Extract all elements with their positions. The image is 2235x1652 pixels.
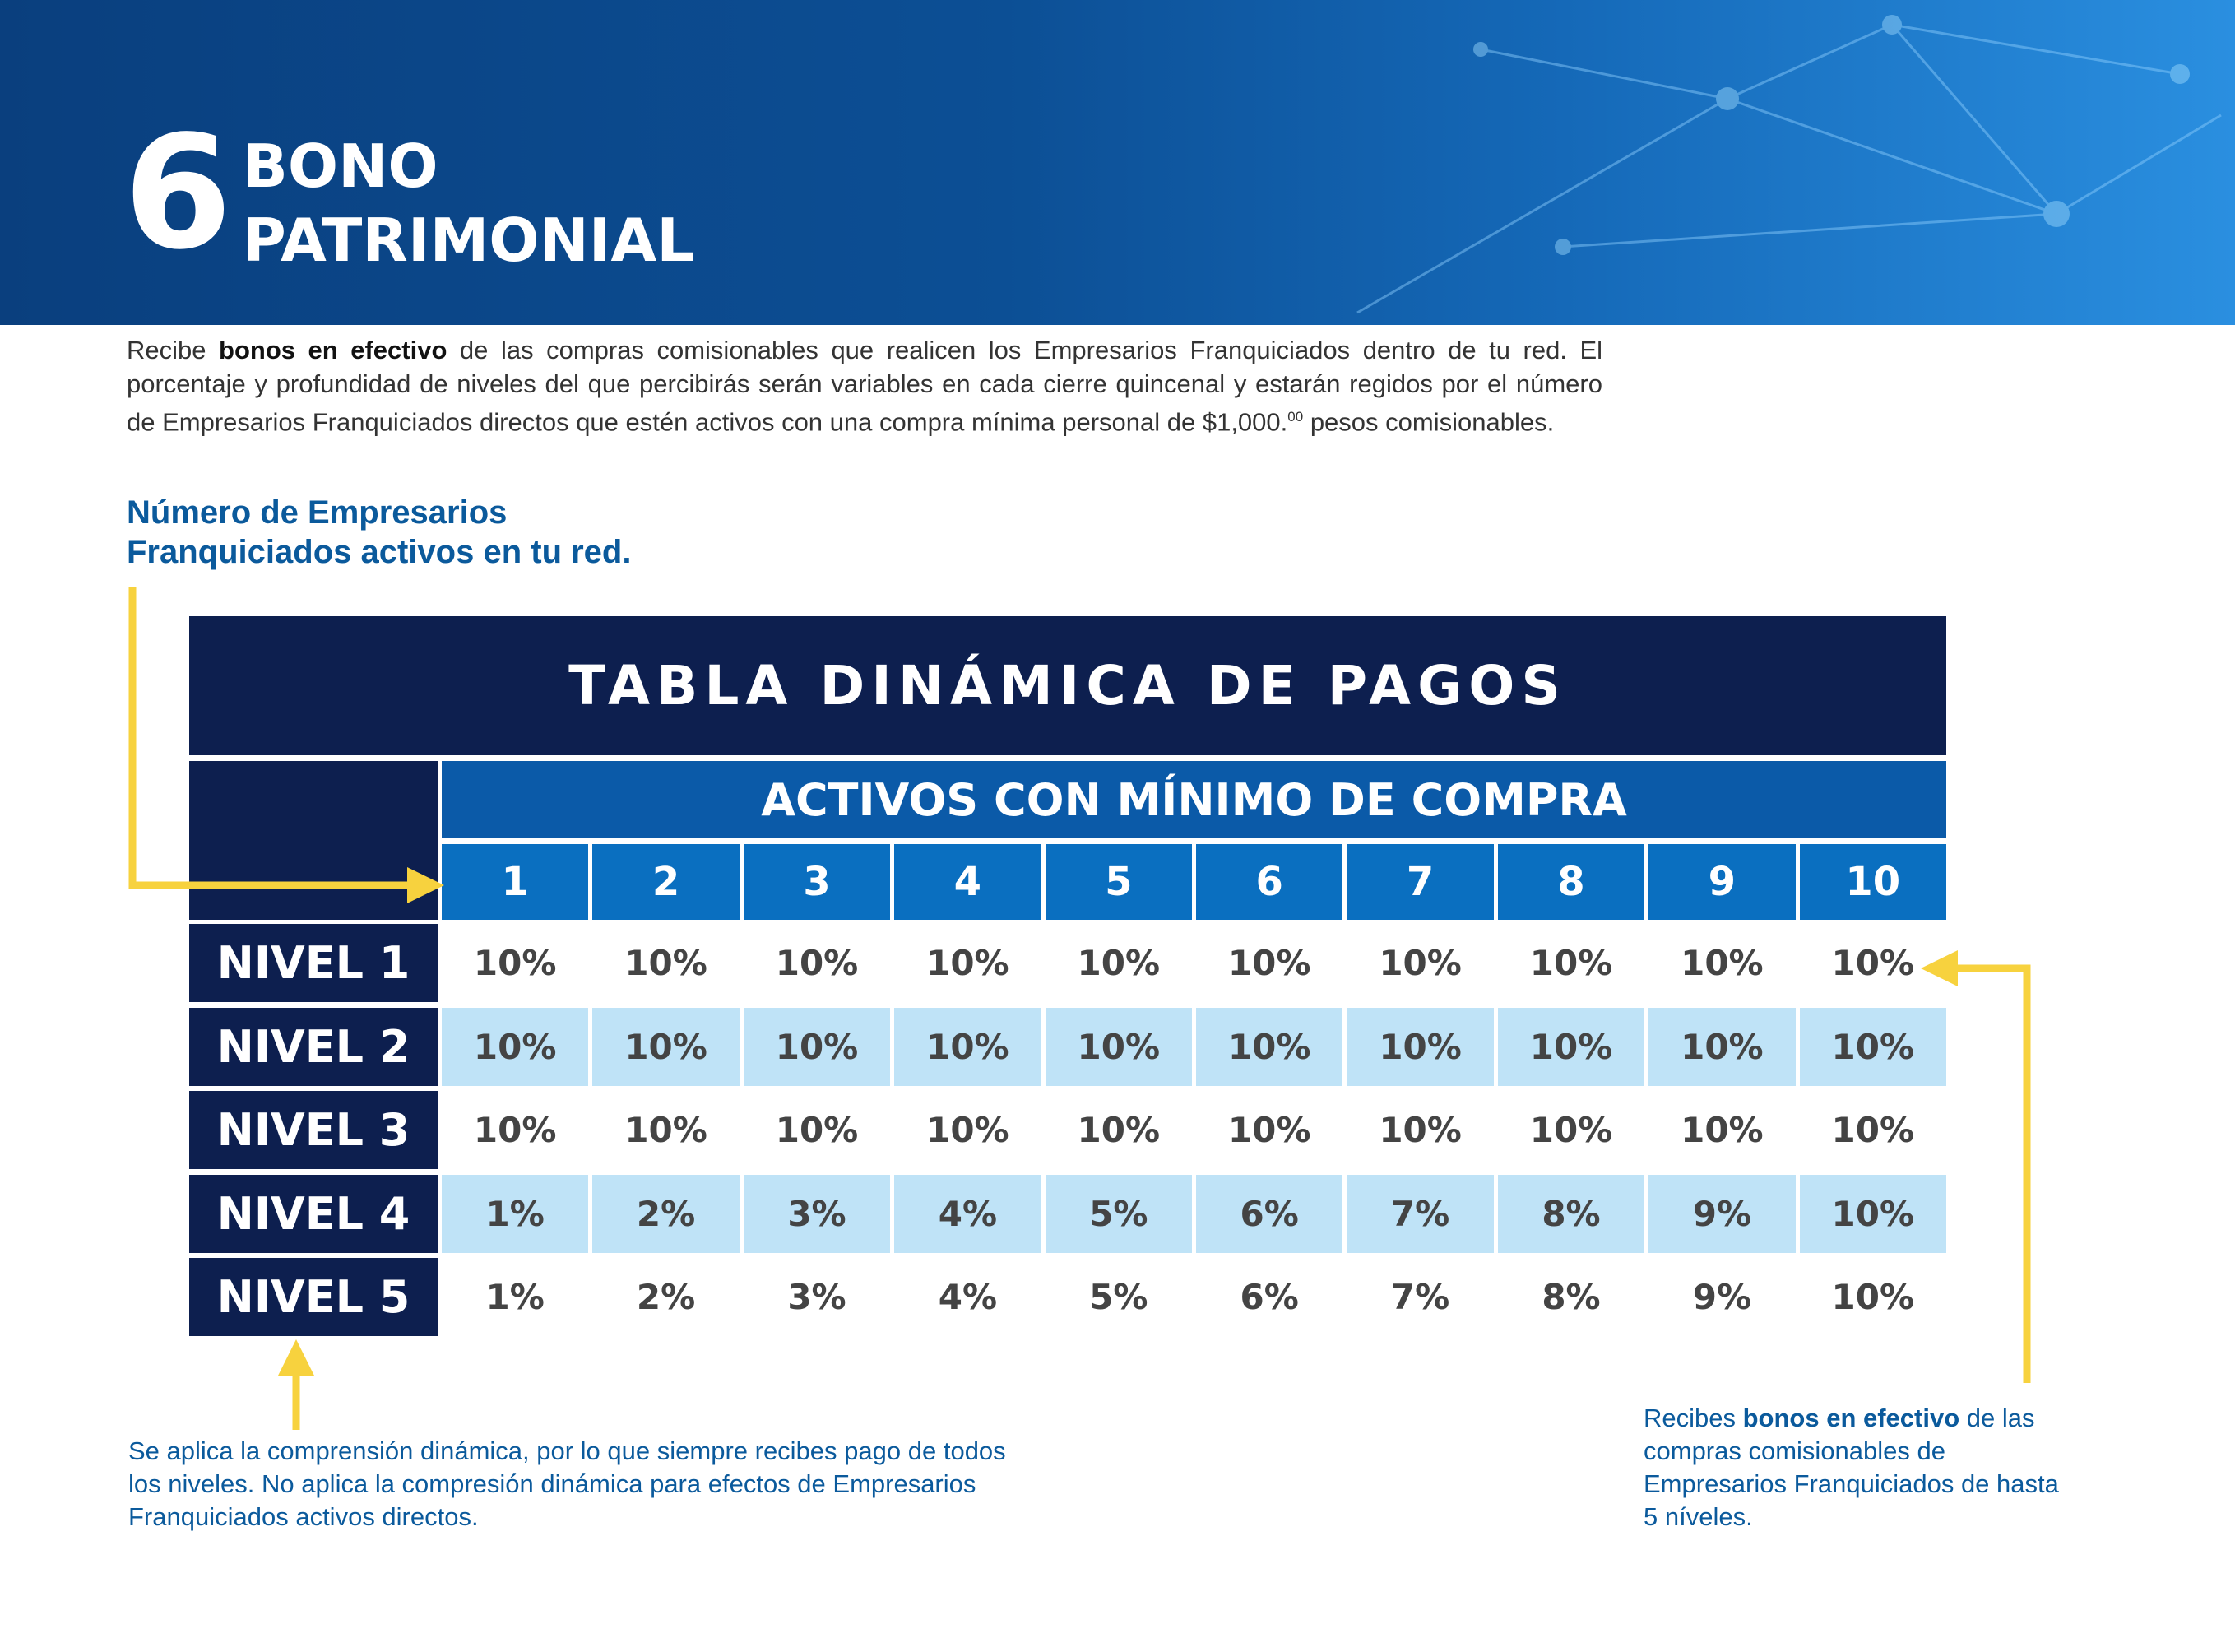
section-title: BONO [243,132,438,201]
table-cell: 10% [894,1007,1041,1086]
table-cell: 10% [592,924,740,1002]
table-cell: 10% [1045,924,1192,1002]
table-cell: 1% [442,1258,589,1337]
table-cell: 4% [894,1258,1041,1337]
row-label: NIVEL 1 [189,924,438,1002]
bold-text: bonos en efectivo [1742,1404,1960,1432]
table-cell: 10% [1648,1007,1796,1086]
subheading: Número de Empresarios [127,494,508,531]
section-title: PATRIMONIAL [243,206,695,275]
table-cell: 8% [1497,1258,1645,1337]
column-header: 8 [1497,844,1645,920]
table-cell: 10% [1196,924,1343,1002]
column-header: 2 [592,844,740,920]
text: de las compras comisionables de Empresar… [1644,1404,2059,1531]
table-cell: 10% [1799,1174,1946,1253]
network-decoration [1356,15,2222,314]
section-number: 6 [123,102,232,284]
column-header: 6 [1196,844,1343,920]
table-cell: 10% [1648,924,1796,1002]
text: de las compras comisionables que realice… [127,336,1603,437]
text: Recibe [127,336,220,364]
table-cell: 10% [442,1007,589,1086]
table-cell: 10% [1497,924,1645,1002]
table-cell: 10% [442,924,589,1002]
right-note: Recibes bonos en efectivo de las compras… [1644,1402,2080,1534]
column-header: 10 [1799,844,1946,920]
table-cell: 5% [1045,1174,1192,1253]
table-cell: 10% [894,1091,1041,1170]
subheading: Franquiciados activos en tu red. [127,534,632,570]
table-cell: 10% [1799,1091,1946,1170]
column-header: 9 [1648,844,1796,920]
table-cell: 7% [1347,1258,1494,1337]
column-header: 4 [894,844,1041,920]
table-cell: 10% [743,924,891,1002]
column-header: 1 [442,844,589,920]
table-cell: 10% [592,1007,740,1086]
table-cell: 2% [592,1258,740,1337]
row-label: NIVEL 5 [189,1258,438,1337]
table-cell: 10% [1196,1007,1343,1086]
table-cell: 10% [1648,1091,1796,1170]
intro-paragraph: Recibe bonos en efectivo de las compras … [127,334,1602,439]
text: Recibes [1644,1404,1743,1432]
label-header [189,761,438,920]
table-cell: 5% [1045,1258,1192,1337]
table-cell: 4% [894,1174,1041,1253]
header-band [0,0,2235,325]
table-cell: 10% [1347,1007,1494,1086]
table-cell: 3% [743,1174,891,1253]
column-header: 7 [1347,844,1494,920]
row-label: NIVEL 3 [189,1091,438,1170]
row-label: NIVEL 4 [189,1174,438,1253]
table-cell: 8% [1497,1174,1645,1253]
table-cell: 10% [442,1091,589,1170]
table-cell: 7% [1347,1174,1494,1253]
table-cell: 9% [1648,1174,1796,1253]
table-cell: 2% [592,1174,740,1253]
table-cell: 10% [1497,1091,1645,1170]
table-cell: 10% [1196,1091,1343,1170]
table-cell: 6% [1196,1258,1343,1337]
column-header: 5 [1045,844,1192,920]
table-cell: 3% [743,1258,891,1337]
table-cell: 10% [743,1091,891,1170]
table-cell: 10% [1347,924,1494,1002]
table-cell: 10% [894,924,1041,1002]
table-cell: 10% [1045,1091,1192,1170]
bold-text: bonos en efectivo [219,336,447,364]
table-cell: 10% [1347,1091,1494,1170]
table-cell: 1% [442,1174,589,1253]
table-cell: 10% [1045,1007,1192,1086]
superscript: 00 [1287,409,1304,425]
column-header: 3 [743,844,891,920]
table-cell: 6% [1196,1174,1343,1253]
table-cell: 10% [1799,924,1946,1002]
left-note: Se aplica la comprensión dinámica, por l… [128,1436,1006,1531]
table-title: TABLA DINÁMICA DE PAGOS [189,616,1946,755]
table-cell: 9% [1648,1258,1796,1337]
text: pesos comisionables. [1303,407,1555,437]
table-cell: 10% [1799,1007,1946,1086]
table-cell: 10% [1799,1258,1946,1337]
table-cell: 10% [743,1007,891,1086]
table-subtitle: ACTIVOS CON MÍNIMO DE COMPRA [442,761,1946,838]
table-cell: 10% [592,1091,740,1170]
table-cell: 10% [1497,1007,1645,1086]
row-label: NIVEL 2 [189,1007,438,1086]
